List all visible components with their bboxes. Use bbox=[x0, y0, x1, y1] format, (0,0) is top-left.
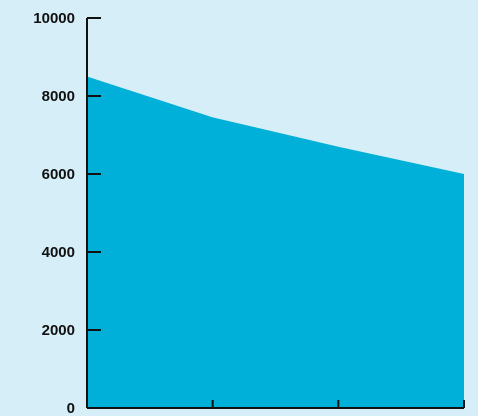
x-axis-ticks bbox=[86, 400, 465, 408]
y-tick-label: 2000 bbox=[42, 322, 75, 339]
y-tick-label: 4000 bbox=[42, 244, 75, 261]
y-tick-label: 6000 bbox=[42, 166, 75, 183]
y-axis-ticks: 0 2000 4000 6000 8000 10000 bbox=[33, 10, 101, 416]
series-area bbox=[87, 76, 464, 408]
y-tick-label: 8000 bbox=[42, 88, 75, 105]
y-tick-label: 0 bbox=[67, 400, 75, 416]
y-tick-label: 10000 bbox=[33, 10, 75, 27]
